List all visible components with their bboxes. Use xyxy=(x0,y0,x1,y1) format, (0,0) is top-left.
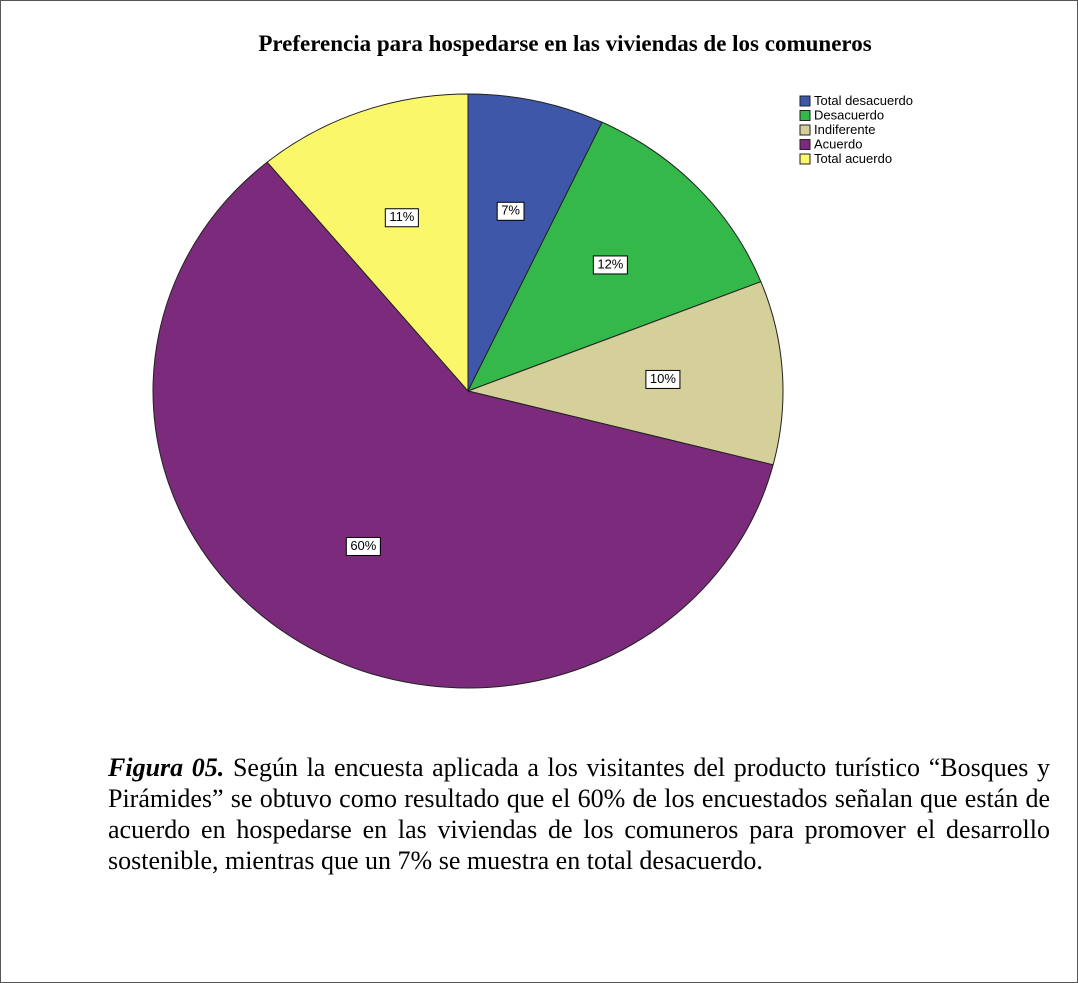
data-label-box xyxy=(645,369,681,389)
data-label: 11% xyxy=(389,209,414,224)
legend-swatch xyxy=(799,124,811,136)
data-label-box xyxy=(592,255,628,275)
legend-label: Indiferente xyxy=(814,122,875,137)
caption-label: Figura 05. xyxy=(108,753,225,782)
data-label-box xyxy=(384,208,419,228)
pie-slice xyxy=(152,161,774,689)
legend-label: Total acuerdo xyxy=(814,151,892,166)
pie-slice xyxy=(466,281,784,466)
legend-label: Desacuerdo xyxy=(814,107,884,122)
legend-swatch xyxy=(799,153,811,165)
legend-swatch xyxy=(799,110,811,121)
data-label-box xyxy=(345,536,381,556)
caption: Figura 05. Según la encuesta aplicada a … xyxy=(108,752,1050,876)
pie-slice xyxy=(467,93,603,392)
legend-swatch xyxy=(799,139,811,150)
caption-text: Según la encuesta aplicada a los visitan… xyxy=(108,753,1050,875)
chart: 7% 12% 10% 60% 11% Total desacuerdoDesacuerdo… xyxy=(152,93,913,689)
chart-title: Preferencia para hospedarse en las vivie… xyxy=(258,31,872,56)
data-label: 7% xyxy=(501,203,520,218)
legend-label: Acuerdo xyxy=(814,136,862,151)
data-label: 12% xyxy=(597,256,623,271)
legend-swatch xyxy=(799,95,811,107)
data-label: 10% xyxy=(650,371,676,386)
data-label-box xyxy=(496,201,525,221)
data-label: 60% xyxy=(350,538,376,553)
legend-label: Total desacuerdo xyxy=(814,93,913,108)
pie-slice xyxy=(266,93,469,393)
